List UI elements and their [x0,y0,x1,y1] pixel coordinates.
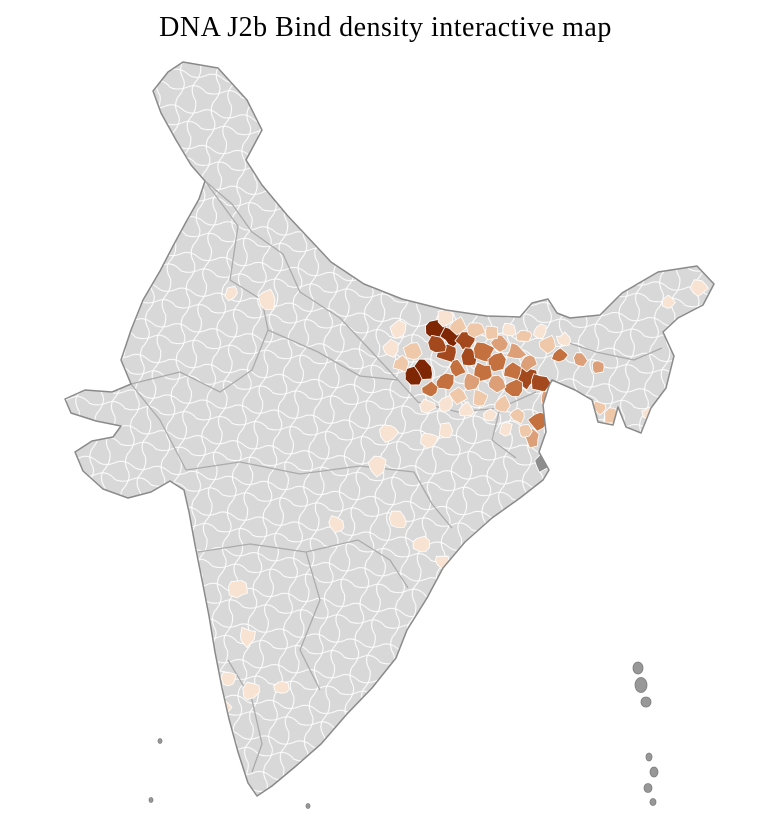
district-cell[interactable] [515,329,532,342]
district-cell[interactable] [555,331,572,346]
island-shape[interactable] [645,752,653,762]
district-cell[interactable] [240,627,256,648]
state-borders [130,180,663,773]
district-cell[interactable] [435,372,455,391]
district-cell[interactable] [438,422,454,439]
district-cell[interactable] [388,510,407,528]
district-cell[interactable] [487,351,507,373]
district-cell[interactable] [689,279,709,297]
district-cell[interactable] [367,455,387,478]
district-cell[interactable] [421,380,439,398]
district-cell[interactable] [592,360,605,374]
district-cell[interactable] [389,319,407,340]
district-cell[interactable] [427,334,447,354]
district-cell[interactable] [419,398,437,414]
island-shape[interactable] [643,783,653,793]
district-cell[interactable] [499,421,513,437]
district-cell[interactable] [485,325,499,341]
island-districts [148,661,659,809]
district-cell[interactable] [412,535,430,553]
district-cell[interactable] [449,358,467,378]
district-cell[interactable] [483,408,498,422]
district-cell[interactable] [438,395,454,413]
district-cell[interactable] [502,322,517,337]
district-cell[interactable] [551,347,569,363]
district-cell[interactable] [538,334,556,355]
district-cell[interactable] [494,394,511,413]
district-cell[interactable] [437,308,454,328]
district-cell[interactable] [242,681,261,700]
district-cell[interactable] [404,365,423,386]
district-cell[interactable] [448,386,468,405]
district-cell[interactable] [224,285,238,302]
district-cell[interactable] [402,342,423,360]
map-title: DNA J2b Bind density interactive map [159,12,612,43]
island-shape[interactable] [305,803,311,809]
district-cell[interactable] [463,372,481,392]
district-cell[interactable] [519,354,538,373]
density-district-cells [217,279,709,715]
district-cell[interactable] [490,334,509,353]
island-shape[interactable] [649,798,657,806]
island-shape[interactable] [148,797,154,803]
district-cell[interactable] [573,352,588,367]
india-country-shape[interactable] [64,61,715,797]
district-cell[interactable] [228,580,248,599]
island-shape[interactable] [634,677,648,693]
island-shape[interactable] [649,766,659,778]
district-cell[interactable] [661,294,676,309]
district-cell[interactable] [328,515,345,534]
district-cell[interactable] [473,388,489,407]
district-cell[interactable] [273,681,290,694]
district-cell[interactable] [509,407,525,425]
island-shape[interactable] [632,661,644,675]
island-shape[interactable] [157,738,163,744]
district-cell[interactable] [392,354,409,373]
district-cell[interactable] [379,424,400,443]
district-cell[interactable] [257,288,276,310]
district-cell[interactable] [466,322,487,339]
district-cell[interactable] [505,342,528,360]
district-cell[interactable] [473,361,493,382]
district-cell[interactable] [449,316,468,336]
district-cell[interactable] [503,361,522,381]
district-cell[interactable] [533,323,547,340]
district-cell[interactable] [420,432,439,449]
district-cell[interactable] [458,401,475,417]
district-cell[interactable] [518,423,533,438]
district-cell[interactable] [382,338,399,358]
district-cell[interactable] [220,671,237,687]
island-shape[interactable] [640,696,652,708]
district-cell[interactable] [487,374,507,394]
